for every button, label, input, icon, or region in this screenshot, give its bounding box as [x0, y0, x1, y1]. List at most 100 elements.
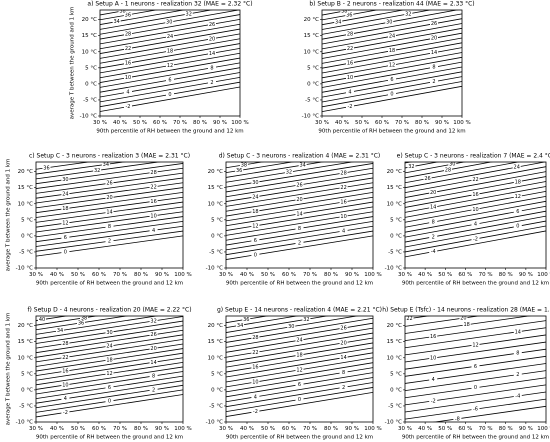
contour-line [36, 316, 69, 321]
contour-line [405, 341, 546, 363]
contour-line [226, 162, 265, 169]
contour-line [322, 47, 462, 74]
label-bg [302, 316, 311, 322]
contour-label: 34 [237, 323, 243, 329]
label-bg [124, 89, 132, 95]
contour-label: 0 [64, 250, 67, 256]
contour-line [226, 391, 373, 417]
contour-label: 30 [449, 162, 455, 168]
contour-label: 6 [516, 209, 519, 215]
contour-label: 18 [167, 48, 173, 54]
x-tick-label: 90 % [155, 272, 169, 278]
label-bg [339, 213, 348, 220]
label-bg [345, 12, 354, 18]
label-bg [236, 322, 245, 328]
contour-line [405, 327, 546, 349]
label-bg [471, 221, 480, 227]
contour-label: 8 [298, 226, 301, 232]
contour-label: 18 [515, 179, 521, 185]
label-bg [251, 208, 260, 214]
contour-line [226, 362, 373, 388]
contour-label: 26 [296, 182, 302, 188]
x-tick-label: 100 % [364, 272, 381, 278]
x-tick-label: 30 % [219, 272, 233, 278]
label-bg [124, 46, 132, 52]
y-tick-label: -10 °C [302, 114, 319, 120]
label-bg [61, 177, 70, 183]
label-bg [471, 342, 480, 348]
contour-label: 24 [296, 338, 302, 344]
y-tick-label: 0 °C [21, 233, 33, 239]
contour-line [36, 182, 183, 204]
plot-frame [225, 315, 374, 423]
y-tick-label: -10 °C [206, 420, 223, 426]
x-tick-label: 30 % [219, 426, 233, 432]
contour-line [405, 316, 532, 334]
label-bg [208, 79, 216, 85]
y-tick-label: -10 °C [206, 266, 223, 272]
x-tick-label: 60 % [282, 272, 296, 278]
label-bg [295, 396, 304, 403]
label-bg [430, 50, 438, 56]
contour-line [100, 76, 240, 103]
contour-label: 2 [432, 79, 435, 85]
label-bg [462, 322, 471, 328]
contour-line [226, 182, 373, 207]
x-tick-label: 50 % [261, 426, 275, 432]
label-bg [448, 162, 457, 167]
label-bg [385, 19, 394, 25]
contour-line [36, 380, 183, 404]
x-tick-label: 70 % [479, 272, 493, 278]
label-bg [61, 249, 70, 255]
label-bg [388, 62, 396, 68]
contour-label: 30 [288, 324, 294, 330]
x-tick-label: 50 % [133, 120, 147, 126]
contour-label: 36 [43, 165, 49, 171]
contour-line [100, 10, 159, 21]
plot-frame [35, 315, 184, 423]
contour-line [405, 171, 546, 198]
contour-label: 30 [166, 20, 172, 26]
contour-label: 12 [167, 63, 173, 69]
contour-label: -8 [455, 416, 460, 422]
contour-label: 10 [150, 213, 156, 219]
contour-label: 0 [474, 385, 477, 391]
contour-label: 22 [125, 46, 131, 52]
label-bg [443, 167, 452, 173]
x-tick-label: 40 % [50, 426, 64, 432]
contour-label: -2 [348, 104, 353, 110]
contour-line [36, 211, 183, 233]
label-bg [513, 223, 522, 229]
contour-label: 26 [150, 332, 156, 338]
label-bg [184, 11, 193, 17]
contour-line [226, 382, 373, 408]
contour-line [432, 405, 546, 422]
contour-label: 8 [432, 65, 435, 71]
x-tick-label: 40 % [418, 426, 432, 432]
y-tick-label: 5 °C [390, 371, 402, 377]
contour-line [100, 10, 186, 25]
y-tick-label: -5 °C [388, 403, 402, 409]
x-tick-label: 70 % [479, 426, 493, 432]
y-tick-label: -5 °C [19, 249, 33, 255]
label-bg [165, 19, 174, 25]
x-tick-label: 100 % [453, 120, 470, 126]
contour-label: 6 [390, 77, 393, 83]
label-bg [166, 62, 174, 69]
contour-line [36, 220, 183, 243]
label-bg [295, 382, 304, 388]
y-tick-label: 20 °C [82, 17, 97, 23]
contour-line [226, 316, 269, 324]
label-bg [149, 373, 158, 379]
label-bg [149, 318, 158, 324]
x-tick-label: 30 % [315, 120, 329, 126]
label-bg [423, 176, 432, 182]
panel-title: c) Setup C - 3 neurons - realization 3 (… [29, 153, 190, 160]
label-bg [339, 369, 348, 376]
contour-label: 14 [106, 210, 112, 216]
label-bg [388, 77, 396, 83]
contour-line [100, 33, 240, 59]
y-tick-label: -5 °C [83, 97, 97, 103]
contour-label: -4 [431, 249, 436, 255]
x-tick-label: 90 % [155, 426, 169, 432]
